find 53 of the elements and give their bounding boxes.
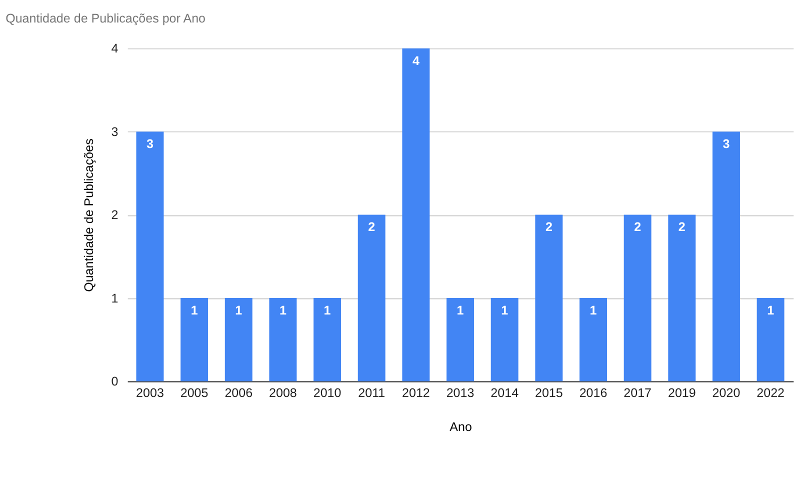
bar bbox=[402, 48, 430, 382]
chart-title: Quantidade de Publicações por Ano bbox=[6, 11, 206, 26]
x-tick-label: 2011 bbox=[358, 386, 386, 400]
x-tick-label: 2016 bbox=[579, 386, 608, 400]
data-label: 2 bbox=[678, 220, 686, 234]
bar bbox=[136, 132, 164, 382]
data-label: 1 bbox=[324, 303, 331, 318]
data-label: 3 bbox=[146, 136, 154, 151]
x-tick-label: 2003 bbox=[136, 386, 164, 400]
x-tick-label: 2013 bbox=[446, 386, 474, 400]
y-tick-label: 2 bbox=[111, 208, 118, 222]
data-label: 1 bbox=[456, 303, 464, 318]
x-tick-label: 2006 bbox=[224, 386, 253, 400]
data-label: 1 bbox=[190, 303, 198, 318]
bar bbox=[224, 298, 252, 382]
x-tick-label: 2017 bbox=[624, 386, 652, 400]
data-label: 1 bbox=[235, 303, 242, 318]
y-axis-title: Quantidade de Publicações bbox=[82, 138, 96, 292]
x-tick-label: 2019 bbox=[668, 386, 696, 400]
x-tick-label: 2012 bbox=[402, 386, 430, 400]
x-tick-label: 2020 bbox=[712, 386, 740, 400]
y-tick-label: 0 bbox=[111, 374, 118, 389]
data-label: 4 bbox=[412, 54, 420, 68]
y-tick-label: 3 bbox=[111, 124, 118, 139]
x-tick-label: 2014 bbox=[490, 386, 519, 400]
x-tick-label: 2015 bbox=[534, 386, 563, 400]
bar bbox=[535, 214, 563, 382]
bar bbox=[269, 298, 297, 382]
x-tick-label: 2008 bbox=[269, 386, 297, 400]
bar bbox=[580, 298, 607, 382]
bar bbox=[180, 298, 208, 382]
x-tick-label: 2010 bbox=[313, 386, 342, 400]
x-tick-label: 2005 bbox=[180, 386, 208, 400]
data-label: 2 bbox=[634, 220, 642, 234]
data-label: 3 bbox=[722, 136, 730, 151]
y-tick-label: 1 bbox=[111, 291, 118, 306]
bar bbox=[358, 214, 386, 382]
bar bbox=[668, 214, 696, 382]
x-axis-title: Ano bbox=[450, 420, 472, 434]
bar bbox=[314, 298, 342, 382]
bar bbox=[624, 214, 652, 382]
data-label: 1 bbox=[501, 303, 508, 318]
x-tick-label: 2022 bbox=[756, 386, 785, 400]
bar bbox=[490, 298, 518, 382]
bar bbox=[446, 298, 474, 382]
bar bbox=[712, 132, 740, 382]
data-label: 2 bbox=[545, 220, 552, 234]
y-tick-label: 4 bbox=[111, 42, 118, 56]
data-label: 1 bbox=[590, 303, 597, 318]
data-label: 2 bbox=[368, 220, 376, 234]
bar bbox=[756, 298, 784, 382]
data-label: 1 bbox=[279, 303, 286, 318]
data-label: 1 bbox=[767, 303, 774, 318]
